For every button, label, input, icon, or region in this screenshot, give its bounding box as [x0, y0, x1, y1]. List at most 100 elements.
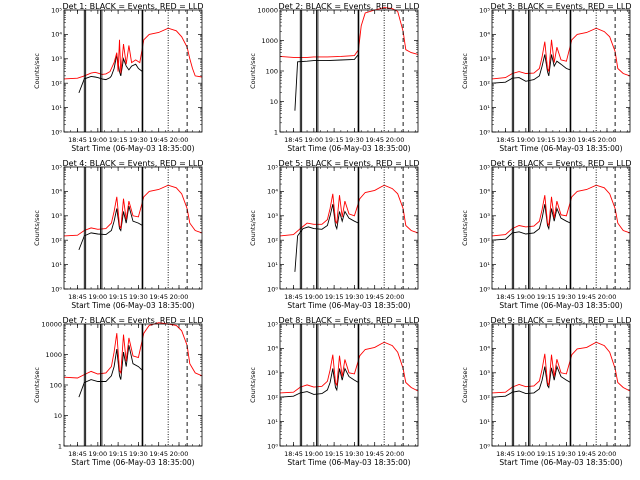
x-tick-label: 20:00 — [170, 136, 189, 144]
y-tick-label: 1000 — [45, 351, 62, 359]
series-red-line — [491, 27, 631, 80]
series-black-line — [294, 54, 359, 111]
x-tick-label: 19:45 — [577, 136, 596, 144]
y-tick-label: 10⁴ — [479, 31, 490, 39]
y-tick-label: 1 — [274, 128, 278, 136]
y-tick-label: 10⁴ — [51, 188, 62, 196]
x-tick-label: 20:00 — [598, 136, 617, 144]
x-tick-label: 19:15 — [109, 136, 128, 144]
chart-title: Det 6: BLACK = Events, RED = LLD — [491, 159, 632, 168]
chart-title: Det 2: BLACK = Events, RED = LLD — [279, 2, 420, 11]
x-tick-label: 20:00 — [386, 293, 405, 301]
x-tick-label: 19:15 — [325, 450, 344, 458]
x-tick-label: 18:45 — [496, 293, 515, 301]
y-tick-label: 10 — [54, 412, 62, 420]
y-tick-label: 1000 — [261, 37, 278, 45]
y-tick-label: 10⁴ — [51, 31, 62, 39]
chart-title: Det 9: BLACK = Events, RED = LLD — [491, 316, 632, 325]
y-tick-label: 10⁰ — [479, 285, 490, 293]
x-tick-label: 19:45 — [365, 136, 384, 144]
y-axis-label: Counts/sec — [461, 367, 469, 403]
y-tick-label: 10¹ — [51, 261, 62, 269]
x-tick-label: 19:15 — [537, 450, 556, 458]
y-tick-label: 10¹ — [479, 418, 490, 426]
chart-panel-5: 10⁰ 10¹ 10² 10³ 10⁴ 10⁵ 18:45 19:00 19:15 19:30 19… — [249, 159, 419, 310]
series-red-line — [279, 341, 419, 394]
y-axis-label: Counts/sec — [33, 53, 41, 89]
chart-panel-9: 10⁰ 10¹ 10² 10³ 10⁴ 10⁵ 18:45 19:00 19:15 19:30 19… — [461, 316, 631, 467]
x-tick-label: 19:00 — [304, 293, 323, 301]
y-axis-label: Counts/sec — [461, 53, 469, 89]
y-tick-label: 10¹ — [267, 261, 278, 269]
series-black-line — [78, 205, 143, 251]
y-tick-label: 10⁵ — [267, 163, 278, 171]
x-tick-label: 19:15 — [325, 136, 344, 144]
y-tick-label: 10² — [479, 394, 490, 402]
y-tick-label: 100 — [50, 381, 62, 389]
y-axis-label: Counts/sec — [33, 210, 41, 246]
y-tick-label: 10⁵ — [479, 163, 490, 171]
chart-title: Det 5: BLACK = Events, RED = LLD — [279, 159, 420, 168]
axes-frame — [279, 166, 419, 290]
axes-frame — [491, 166, 631, 290]
y-tick-label: 10⁴ — [267, 188, 278, 196]
y-tick-label: 10³ — [267, 369, 278, 377]
axes-frame — [279, 323, 419, 447]
x-tick-label: 19:30 — [345, 450, 364, 458]
y-tick-label: 10² — [479, 237, 490, 245]
x-tick-label: 18:45 — [496, 136, 515, 144]
chart-panel-1: 10⁰ 10¹ 10² 10³ 10⁴ 10⁵ 18:45 19:00 19:15 19:30 19… — [33, 2, 203, 153]
chart-panel-8: 10⁰ 10¹ 10² 10³ 10⁴ 10⁵ 18:45 19:00 19:15 19:30 19… — [249, 316, 419, 467]
x-axis-label: Start Time (06-May-03 18:35:00) — [499, 301, 622, 310]
x-tick-label: 18:45 — [284, 450, 303, 458]
x-tick-label: 19:30 — [557, 293, 576, 301]
y-tick-label: 10⁰ — [267, 285, 278, 293]
x-tick-label: 19:45 — [577, 293, 596, 301]
y-tick-label: 10⁰ — [51, 128, 62, 136]
y-tick-label: 10000 — [41, 320, 62, 328]
series-black-line — [491, 365, 571, 398]
x-tick-label: 19:45 — [365, 450, 384, 458]
y-tick-label: 10³ — [51, 212, 62, 220]
x-tick-label: 19:30 — [129, 293, 148, 301]
x-tick-label: 19:00 — [88, 136, 107, 144]
series-black-line — [294, 204, 359, 272]
series-black-line — [491, 204, 571, 241]
series-red-line — [63, 322, 203, 379]
series-red-line — [63, 184, 203, 237]
series-black-line — [78, 345, 143, 398]
y-axis-label: Counts/sec — [33, 367, 41, 403]
chart-title: Det 1: BLACK = Events, RED = LLD — [63, 2, 204, 11]
x-tick-label: 19:30 — [129, 450, 148, 458]
x-tick-label: 19:00 — [88, 450, 107, 458]
chart-panel-3: 10⁰ 10¹ 10² 10³ 10⁴ 10⁵ 18:45 19:00 19:15 19:30 19… — [461, 2, 631, 153]
y-axis-label: Counts/sec — [461, 210, 469, 246]
y-tick-label: 10⁵ — [267, 320, 278, 328]
series-black-line — [78, 54, 143, 94]
x-tick-label: 19:15 — [537, 293, 556, 301]
y-tick-label: 10² — [267, 237, 278, 245]
x-tick-label: 19:30 — [129, 136, 148, 144]
chart-panel-2: 1 10 100 1000 10000 18:45 19:00 19:15 19:30 19:45… — [249, 2, 419, 153]
x-tick-label: 19:00 — [88, 293, 107, 301]
y-tick-label: 10² — [479, 80, 490, 88]
y-tick-label: 10² — [51, 237, 62, 245]
chart-panel-4: 10⁰ 10¹ 10² 10³ 10⁴ 10⁵ 18:45 19:00 19:15 19:30 19… — [33, 159, 203, 310]
series-black-line — [491, 54, 571, 84]
axes-frame — [491, 323, 631, 447]
y-tick-label: 10² — [267, 394, 278, 402]
chart-title: Det 4: BLACK = Events, RED = LLD — [63, 159, 204, 168]
x-axis-label: Start Time (06-May-03 18:35:00) — [71, 144, 194, 153]
chart-panel-7: 1 10 100 1000 10000 18:45 19:00 19:15 19:30 19:45… — [33, 316, 203, 467]
axes-frame — [63, 166, 203, 290]
x-tick-label: 20:00 — [386, 450, 405, 458]
x-tick-label: 20:00 — [598, 293, 617, 301]
x-axis-label: Start Time (06-May-03 18:35:00) — [499, 144, 622, 153]
y-tick-label: 10³ — [51, 55, 62, 63]
x-tick-label: 19:15 — [537, 136, 556, 144]
y-tick-label: 10¹ — [51, 104, 62, 112]
y-tick-label: 1 — [58, 442, 62, 450]
x-tick-label: 18:45 — [68, 450, 87, 458]
y-tick-label: 10 — [270, 98, 278, 106]
